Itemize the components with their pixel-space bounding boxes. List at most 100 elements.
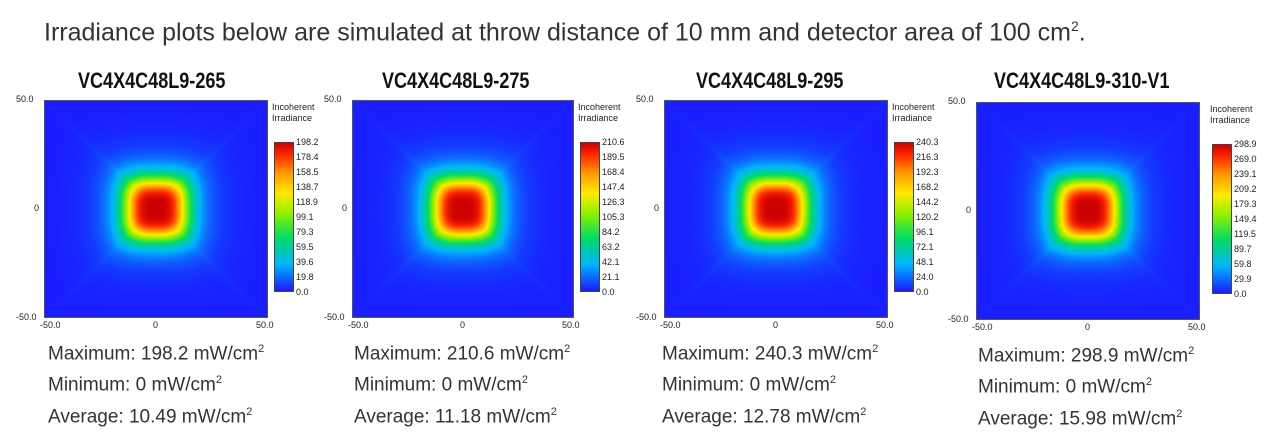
heatmap-plot [976,102,1200,320]
colorbar-tick-label: 147.4 [602,182,625,192]
heatmap-plot [44,100,268,318]
stat-maximum: Maximum: 298.9 mW/cm2 [978,338,1194,369]
stat-minimum: Minimum: 0 mW/cm2 [354,367,570,398]
x-tick-label: 0 [460,320,466,330]
stat-average-sup: 2 [860,405,867,418]
heatmap-canvas [353,101,573,317]
heatmap-canvas [977,103,1199,319]
heatmap-panel: VC4X4C48L9-265 50.0 0 -50.0 -50.0 0 50.0 Incohe… [4,62,319,432]
x-tick-label: 50.0 [562,320,580,330]
headline-end: . [1078,18,1086,47]
y-tick-label: 50.0 [324,94,342,104]
colorbar-tick-label: 192.3 [916,167,939,177]
colorbar-tick-label: 42.1 [602,257,620,267]
stat-minimum-text: Minimum: 0 mW/cm [978,376,1146,398]
panel-title: VC4X4C48L9-295 [696,68,844,93]
heatmap-panel: VC4X4C48L9-275 50.0 0 -50.0 -50.0 0 50.0 Incohe… [314,62,625,432]
colorbar-tick-label: 168.2 [916,182,939,192]
stat-maximum: Maximum: 240.3 mW/cm2 [662,336,878,367]
colorbar-tick-label: 59.5 [296,242,314,252]
heatmap-canvas [665,101,887,317]
panel-title: VC4X4C48L9-265 [78,68,226,93]
y-tick-label: 50.0 [948,96,966,106]
colorbar-tick-label: 24.0 [916,272,934,282]
stat-maximum-sup: 2 [564,343,571,355]
y-tick-label: 0 [654,203,660,213]
stats-block: Maximum: 198.2 mW/cm2 Minimum: 0 mW/cm2 Av… [48,336,264,430]
stat-minimum-sup: 2 [215,374,222,387]
colorbar-title: Incoherent Irradiance [578,102,621,123]
colorbar-tick-label: 240.3 [916,137,939,147]
colorbar-tick-label: 72.1 [916,242,934,252]
stat-minimum-text: Minimum: 0 mW/cm [48,374,216,396]
colorbar-tick-label: 158.5 [296,167,319,177]
colorbar-tick-label: 21.1 [602,272,620,282]
colorbar-tick-label: 119.5 [1234,229,1256,239]
colorbar [274,142,294,292]
y-tick-label: 0 [342,203,348,213]
colorbar-tick-label: 168.4 [602,167,625,177]
stat-average-text: Average: 12.78 mW/cm [662,405,861,427]
stat-maximum-text: Maximum: 240.3 mW/cm [662,343,873,365]
colorbar-title: Incoherent Irradiance [892,102,935,123]
colorbar-tick-label: 84.2 [602,227,620,237]
colorbar-tick-label: 96.1 [916,227,934,237]
colorbar-tick-label: 189.5 [602,152,625,162]
stat-minimum-sup: 2 [829,374,836,387]
stat-maximum: Maximum: 210.6 mW/cm2 [354,336,570,367]
colorbar-tick-label: 118.9 [296,197,318,207]
headline-text: Irradiance plots below are simulated at … [44,18,1071,47]
colorbar-tick-label: 99.1 [296,212,314,222]
heatmap-canvas [45,101,267,317]
stat-average: Average: 15.98 mW/cm2 [978,401,1194,432]
stat-average: Average: 10.49 mW/cm2 [48,399,264,430]
stat-maximum-sup: 2 [258,343,265,355]
colorbar-tick-label: 79.3 [296,227,314,237]
x-tick-label: -50.0 [972,322,993,332]
y-tick-label: -50.0 [16,312,37,322]
stats-block: Maximum: 210.6 mW/cm2 Minimum: 0 mW/cm2 Av… [354,336,570,430]
colorbar-tick-label: 298.9 [1234,139,1257,149]
colorbar-tick-label: 210.6 [602,137,625,147]
colorbar-tick-label: 149.4 [1234,214,1257,224]
colorbar-title: Incoherent Irradiance [272,102,315,123]
page-headline: Irradiance plots below are simulated at … [44,18,1086,47]
x-tick-label: -50.0 [40,320,61,330]
colorbar-tick-label: 138.7 [296,182,319,192]
stats-block: Maximum: 298.9 mW/cm2 Minimum: 0 mW/cm2 Av… [978,338,1194,432]
colorbar [894,142,914,292]
colorbar-tick-label: 63.2 [602,242,620,252]
colorbar-tick-label: 178.4 [296,152,319,162]
colorbar-tick-label: 144.2 [916,197,939,207]
stat-minimum-sup: 2 [1145,376,1152,389]
y-tick-label: 50.0 [636,94,654,104]
stat-minimum: Minimum: 0 mW/cm2 [978,369,1194,400]
heatmap-plot [664,100,888,318]
stat-minimum: Minimum: 0 mW/cm2 [662,367,878,398]
stat-average-text: Average: 15.98 mW/cm [978,407,1177,429]
colorbar-tick-label: 0.0 [916,287,929,297]
stat-minimum: Minimum: 0 mW/cm2 [48,367,264,398]
stat-minimum-sup: 2 [521,374,528,387]
colorbar-title: Incoherent Irradiance [1210,104,1253,125]
colorbar-tick-label: 179.3 [1234,199,1257,209]
colorbar-tick-label: 120.2 [916,212,939,222]
stat-maximum-text: Maximum: 210.6 mW/cm [354,343,565,365]
stat-average: Average: 12.78 mW/cm2 [662,399,878,430]
stat-average-sup: 2 [246,405,253,418]
colorbar-tick-label: 29.9 [1234,274,1252,284]
heatmap-panel: VC4X4C48L9-295 50.0 0 -50.0 -50.0 0 50.0 Incohe… [624,62,939,432]
colorbar-tick-label: 269.0 [1234,154,1257,164]
colorbar-tick-label: 39.6 [296,257,314,267]
stat-average: Average: 11.18 mW/cm2 [354,399,570,430]
stat-average-sup: 2 [1176,407,1183,420]
colorbar [1212,144,1232,294]
colorbar-tick-label: 209.2 [1234,184,1257,194]
stat-maximum-text: Maximum: 298.9 mW/cm [978,345,1189,367]
stat-average-sup: 2 [550,405,557,418]
stat-maximum-sup: 2 [1188,345,1195,357]
colorbar-tick-label: 48.1 [916,257,934,267]
colorbar-tick-label: 216.3 [916,152,939,162]
colorbar-tick-label: 126.3 [602,197,625,207]
stat-maximum-sup: 2 [872,343,879,355]
